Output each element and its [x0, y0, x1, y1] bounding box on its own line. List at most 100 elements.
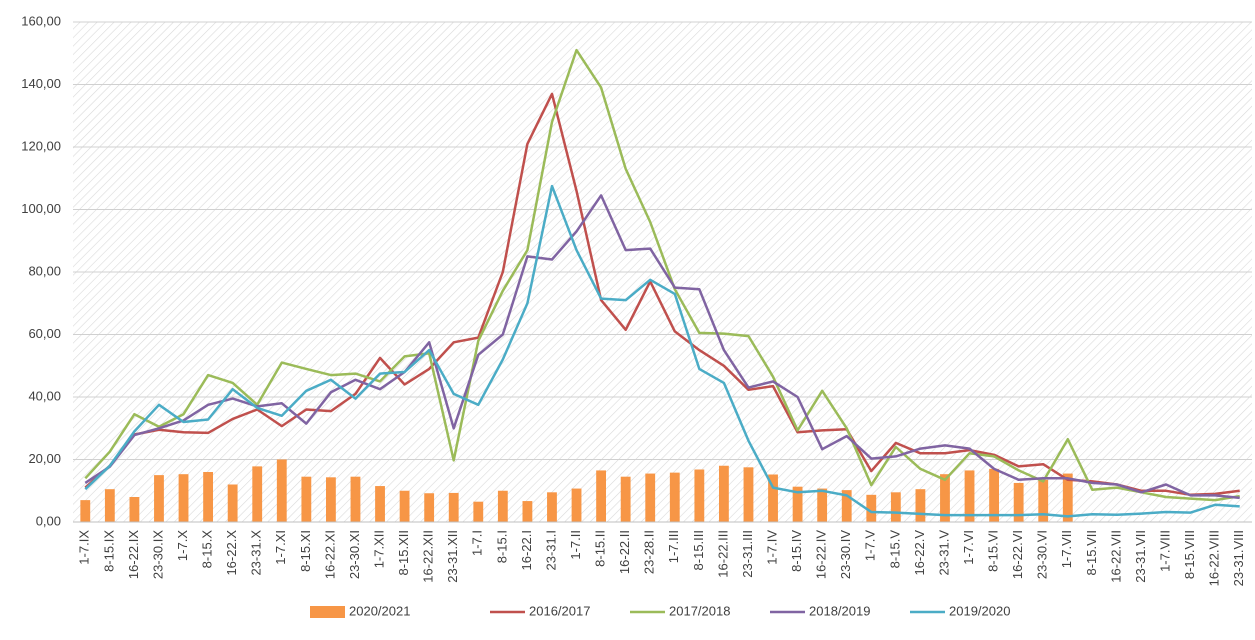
- bar: [399, 490, 410, 522]
- x-tick-label: 8-15.IV: [789, 530, 804, 572]
- x-tick-label: 23-31.VII: [1133, 530, 1148, 583]
- x-tick-label: 8-15.XII: [396, 530, 411, 576]
- y-tick-label: 60,00: [28, 326, 61, 341]
- bar: [301, 476, 312, 522]
- x-tick-label: 23-31.I: [543, 530, 558, 570]
- bar: [154, 475, 164, 522]
- y-tick-label: 80,00: [28, 263, 61, 278]
- bar: [227, 484, 238, 522]
- bar: [375, 486, 385, 522]
- y-tick-label: 20,00: [28, 451, 61, 466]
- x-tick-label: 1-7.I: [470, 530, 485, 556]
- bar: [571, 488, 582, 522]
- legend-label: 2017/2018: [669, 603, 730, 618]
- x-tick-label: 1-7.XI: [273, 530, 288, 565]
- x-tick-label: 1-7.VII: [1059, 530, 1074, 568]
- bar: [817, 488, 828, 522]
- y-tick-label: 140,00: [21, 76, 61, 91]
- legend-label: 2016/2017: [529, 603, 590, 618]
- x-tick-label: 8-15.VI: [986, 530, 1001, 572]
- x-tick-label: 16-22.XII: [421, 530, 436, 583]
- x-tick-label: 16-22.V: [912, 530, 927, 576]
- bar: [473, 501, 484, 522]
- x-tick-label: 23-31.XII: [445, 530, 460, 583]
- legend-label: 2018/2019: [809, 603, 870, 618]
- x-tick-label: 1-7.VIII: [1157, 530, 1172, 572]
- legend-swatch: [310, 606, 345, 618]
- bar: [547, 492, 557, 522]
- bar: [669, 472, 680, 522]
- bar: [203, 472, 214, 522]
- y-tick-label: 40,00: [28, 388, 61, 403]
- bar: [989, 468, 1000, 522]
- x-tick-label: 1-7.X: [175, 530, 190, 561]
- bar: [915, 489, 926, 522]
- line: [84, 194, 1240, 500]
- bar: [620, 476, 631, 522]
- x-tick-label: 8-15.VII: [1084, 530, 1099, 576]
- x-tick-label: 23-30.XI: [347, 530, 362, 579]
- x-tick-label: 8-15.I: [494, 530, 509, 563]
- x-tick-label: 16-22.IX: [126, 530, 141, 579]
- bar: [80, 500, 91, 522]
- bar: [1062, 473, 1073, 522]
- x-tick-label: 8-15.V: [887, 530, 902, 569]
- x-tick-label: 16-22.I: [519, 530, 534, 570]
- x-tick-label: 23-30.VI: [1035, 530, 1050, 579]
- x-tick-label: 16-22.VIII: [1207, 530, 1222, 586]
- x-tick-label: 8-15.X: [200, 530, 215, 569]
- x-tick-label: 8-15.XI: [298, 530, 313, 572]
- x-tick-label: 16-22.VII: [1108, 530, 1123, 583]
- y-tick-label: 120,00: [21, 138, 61, 153]
- bar: [350, 476, 361, 522]
- y-tick-label: 0,00: [36, 513, 61, 528]
- bar: [743, 467, 754, 522]
- x-tick-label: 23-31.III: [740, 530, 755, 578]
- y-tick-label: 100,00: [21, 201, 61, 216]
- bar: [940, 474, 950, 522]
- bar: [596, 470, 607, 522]
- x-tick-label: 8-15.II: [593, 530, 608, 567]
- x-tick-label: 16-22.VI: [1010, 530, 1025, 579]
- bar: [252, 466, 263, 522]
- bar: [276, 459, 287, 522]
- x-tick-label: 16-22.XI: [322, 530, 337, 579]
- bar: [497, 490, 508, 522]
- x-tick-label: 1-7.V: [863, 530, 878, 561]
- x-tick-label: 23-31.V: [936, 530, 951, 576]
- x-tick-label: 16-22.IV: [814, 530, 829, 579]
- x-tick-label: 8-15.III: [691, 530, 706, 570]
- bar: [129, 497, 140, 522]
- bar: [448, 492, 459, 522]
- x-tick-label: 23-30.IV: [838, 530, 853, 579]
- bar: [1013, 482, 1024, 522]
- bar: [890, 492, 901, 522]
- x-tick-label: 1-7.IX: [77, 530, 92, 565]
- x-tick-label: 16-22.III: [715, 530, 730, 578]
- bar: [841, 490, 852, 522]
- legend-label: 2020/2021: [349, 603, 410, 618]
- x-tick-label: 23-30.IX: [150, 530, 165, 579]
- bar: [1038, 479, 1049, 522]
- x-tick-label: 8-15.IX: [101, 530, 116, 572]
- bar: [325, 477, 336, 522]
- bar: [178, 474, 189, 522]
- bar: [718, 465, 729, 522]
- x-tick-label: 16-22.X: [224, 530, 239, 576]
- x-tick-label: 1-7.II: [568, 530, 583, 560]
- x-tick-label: 23-31.X: [249, 530, 264, 576]
- bar: [768, 474, 778, 522]
- legend-label: 2019/2020: [949, 603, 1010, 618]
- line: [84, 184, 1240, 518]
- bar: [792, 486, 803, 522]
- bar: [104, 489, 115, 522]
- x-tick-label: 1-7.III: [666, 530, 681, 563]
- bar: [694, 469, 705, 522]
- x-tick-label: 23-31.VIII: [1231, 530, 1246, 586]
- bar: [964, 470, 975, 522]
- bar: [522, 501, 533, 522]
- x-tick-label: 1-7.XII: [371, 530, 386, 568]
- x-tick-label: 23-28.II: [642, 530, 657, 574]
- bar: [866, 494, 877, 522]
